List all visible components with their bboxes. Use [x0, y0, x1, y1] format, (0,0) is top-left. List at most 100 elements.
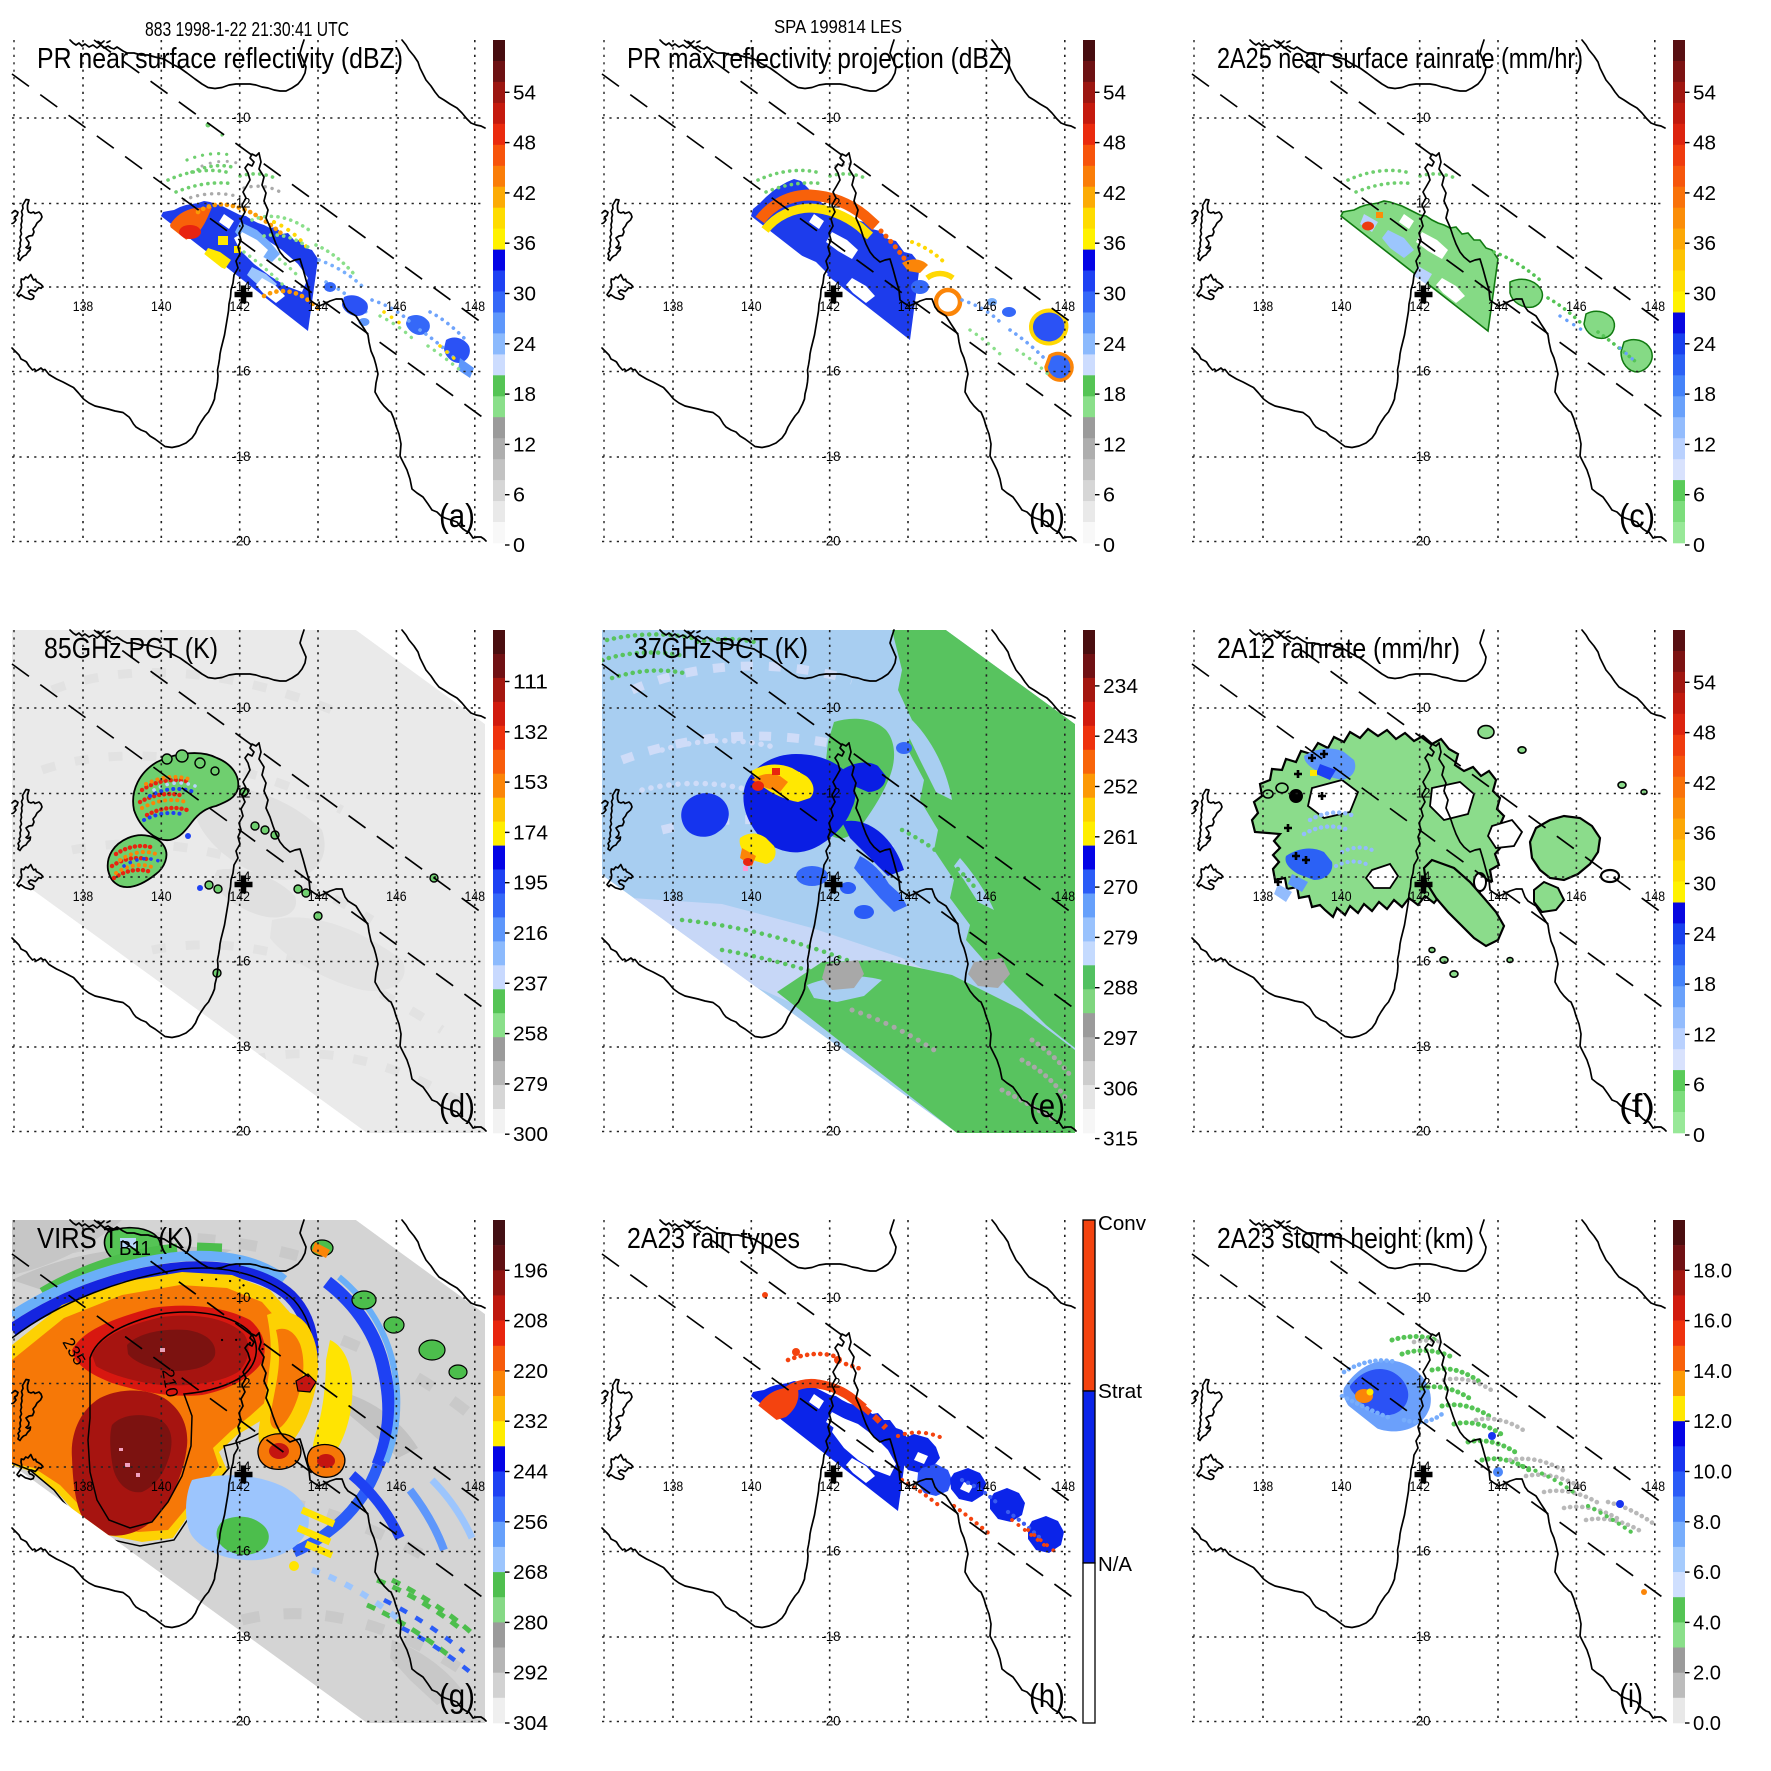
svg-text:24: 24	[1693, 923, 1716, 946]
svg-text:315: 315	[1103, 1128, 1138, 1151]
svg-text:24: 24	[1103, 333, 1126, 356]
svg-text:54: 54	[513, 81, 536, 104]
svg-text:PR max reflectivity projection: PR max reflectivity projection (dBZ)	[627, 43, 1012, 75]
svg-text:54: 54	[1693, 81, 1716, 104]
svg-text:37GHz PCT (K): 37GHz PCT (K)	[634, 633, 808, 665]
svg-text:SPA 199814 LES: SPA 199814 LES	[774, 17, 902, 37]
svg-text:(h): (h)	[1029, 1677, 1065, 1714]
svg-text:18: 18	[1103, 383, 1126, 406]
svg-text:10.0: 10.0	[1693, 1461, 1732, 1484]
svg-text:(a): (a)	[439, 497, 475, 534]
svg-text:216: 216	[513, 922, 548, 945]
svg-text:208: 208	[513, 1310, 548, 1333]
svg-text:N/A: N/A	[1098, 1553, 1132, 1576]
svg-text:195: 195	[513, 872, 548, 895]
svg-text:252: 252	[1103, 776, 1138, 799]
svg-text:2A23 rain types: 2A23 rain types	[627, 1223, 800, 1255]
svg-text:0: 0	[513, 534, 525, 557]
svg-text:30: 30	[513, 283, 536, 306]
svg-text:4.0: 4.0	[1693, 1611, 1721, 1634]
svg-text:42: 42	[1693, 772, 1716, 795]
svg-text:0: 0	[1693, 1124, 1705, 1147]
svg-text:297: 297	[1103, 1027, 1138, 1050]
svg-text:0: 0	[1693, 534, 1705, 557]
svg-text:232: 232	[513, 1410, 548, 1433]
svg-text:210: 210	[158, 1367, 182, 1398]
svg-text:36: 36	[513, 232, 536, 255]
svg-text:304: 304	[513, 1712, 548, 1735]
svg-text:6: 6	[1693, 1074, 1705, 1097]
svg-text:0.0: 0.0	[1693, 1712, 1721, 1735]
svg-text:30: 30	[1103, 283, 1126, 306]
svg-text:(d): (d)	[439, 1087, 475, 1124]
svg-text:2.0: 2.0	[1693, 1662, 1721, 1685]
svg-text:153: 153	[513, 771, 548, 794]
svg-text:2A12 rainrate (mm/hr): 2A12 rainrate (mm/hr)	[1217, 633, 1460, 665]
svg-text:(e): (e)	[1029, 1087, 1065, 1124]
svg-text:48: 48	[1693, 722, 1716, 745]
svg-text:258: 258	[513, 1023, 548, 1046]
svg-text:300: 300	[513, 1123, 548, 1146]
svg-text:6: 6	[513, 484, 525, 507]
svg-text:48: 48	[1693, 132, 1716, 155]
svg-text:2A23 storm height (km): 2A23 storm height (km)	[1217, 1223, 1474, 1255]
svg-text:30: 30	[1693, 873, 1716, 896]
svg-text:14.0: 14.0	[1693, 1360, 1732, 1383]
svg-text:883 1998-1-22 21:30:41 UTC: 883 1998-1-22 21:30:41 UTC	[145, 19, 349, 41]
svg-text:132: 132	[513, 721, 548, 744]
svg-text:30: 30	[1693, 283, 1716, 306]
svg-text:(c): (c)	[1619, 497, 1655, 534]
svg-text:(f): (f)	[1619, 1087, 1655, 1124]
svg-text:(b): (b)	[1029, 497, 1065, 534]
svg-text:36: 36	[1693, 822, 1716, 845]
svg-text:174: 174	[513, 821, 548, 844]
svg-text:12.0: 12.0	[1693, 1410, 1732, 1433]
svg-text:VIRS TB11 (K): VIRS TB11 (K)	[37, 1223, 193, 1260]
svg-text:279: 279	[1103, 926, 1138, 949]
svg-text:12: 12	[513, 433, 536, 456]
svg-text:111: 111	[513, 671, 548, 694]
svg-text:243: 243	[1103, 725, 1138, 748]
svg-text:196: 196	[513, 1259, 548, 1282]
svg-text:(i): (i)	[1619, 1677, 1643, 1714]
svg-text:24: 24	[1693, 333, 1716, 356]
svg-text:12: 12	[1693, 1023, 1716, 1046]
svg-text:42: 42	[513, 182, 536, 205]
svg-text:6: 6	[1103, 484, 1115, 507]
svg-text:280: 280	[513, 1611, 548, 1634]
svg-text:54: 54	[1693, 671, 1716, 694]
svg-text:279: 279	[513, 1073, 548, 1096]
svg-text:306: 306	[1103, 1077, 1138, 1100]
svg-text:268: 268	[513, 1561, 548, 1584]
svg-text:244: 244	[513, 1461, 548, 1484]
svg-text:256: 256	[513, 1511, 548, 1534]
svg-text:6: 6	[1693, 484, 1705, 507]
svg-text:261: 261	[1103, 826, 1138, 849]
svg-text:24: 24	[513, 333, 536, 356]
svg-text:6.0: 6.0	[1693, 1561, 1721, 1584]
svg-text:18.0: 18.0	[1693, 1259, 1732, 1282]
svg-text:16.0: 16.0	[1693, 1310, 1732, 1333]
svg-text:220: 220	[513, 1360, 548, 1383]
svg-text:54: 54	[1103, 81, 1126, 104]
svg-text:(g): (g)	[439, 1677, 475, 1714]
svg-text:48: 48	[513, 132, 536, 155]
svg-text:2A25 near surface rainrate (mm: 2A25 near surface rainrate (mm/hr)	[1217, 43, 1583, 75]
svg-text:48: 48	[1103, 132, 1126, 155]
svg-text:18: 18	[1693, 383, 1716, 406]
svg-text:36: 36	[1693, 232, 1716, 255]
svg-text:42: 42	[1103, 182, 1126, 205]
svg-text:42: 42	[1693, 182, 1716, 205]
svg-text:270: 270	[1103, 876, 1138, 899]
svg-text:8.0: 8.0	[1693, 1511, 1721, 1534]
svg-text:237: 237	[513, 972, 548, 995]
svg-text:18: 18	[513, 383, 536, 406]
svg-text:PR near surface reflectivity (: PR near surface reflectivity (dBZ)	[37, 43, 403, 75]
svg-text:12: 12	[1693, 433, 1716, 456]
svg-text:12: 12	[1103, 433, 1126, 456]
svg-text:Strat: Strat	[1098, 1380, 1142, 1403]
svg-text:18: 18	[1693, 973, 1716, 996]
svg-text:Conv: Conv	[1098, 1212, 1147, 1235]
svg-text:85GHz PCT (K): 85GHz PCT (K)	[44, 633, 218, 665]
svg-text:234: 234	[1103, 675, 1138, 698]
